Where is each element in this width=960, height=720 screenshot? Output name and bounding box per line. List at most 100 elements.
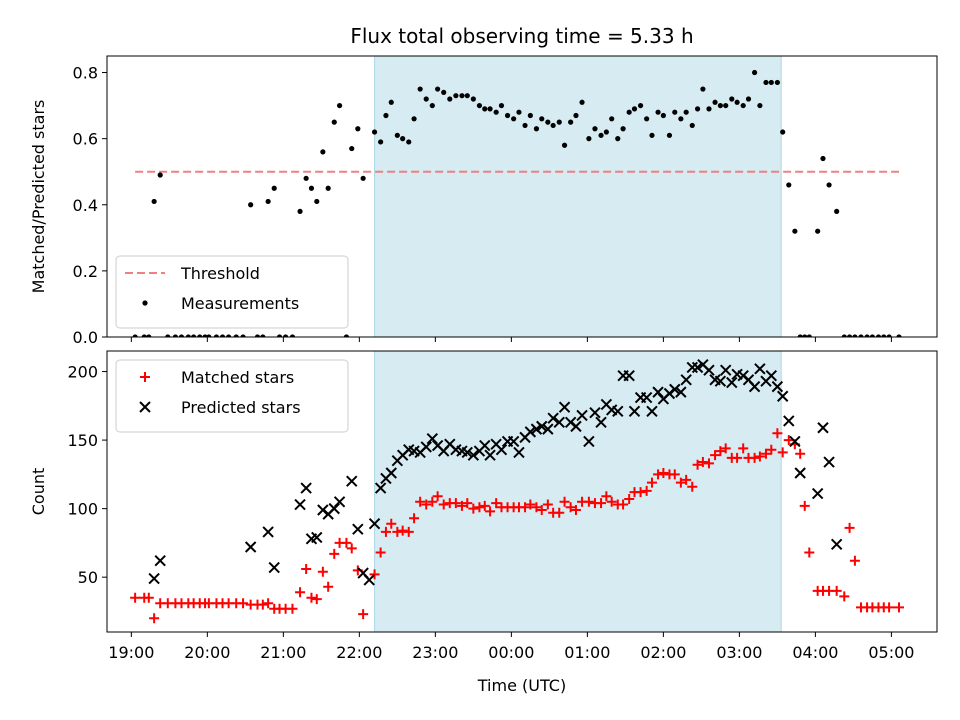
data-point xyxy=(420,441,432,453)
data-point xyxy=(738,443,749,454)
data-point xyxy=(415,496,426,507)
data-point xyxy=(729,96,735,102)
data-point xyxy=(185,334,191,337)
data-point xyxy=(652,386,664,398)
data-point xyxy=(749,452,760,463)
data-point xyxy=(474,502,485,513)
y-tick-label: 50 xyxy=(78,568,98,587)
data-point xyxy=(694,106,701,112)
data-point xyxy=(831,585,842,596)
data-point xyxy=(794,467,806,479)
data-point xyxy=(646,405,658,418)
data-point xyxy=(456,500,467,511)
data-point xyxy=(839,591,850,602)
data-point xyxy=(386,518,397,529)
data-point xyxy=(301,563,312,574)
data-point xyxy=(260,334,266,337)
axes-frame xyxy=(106,55,938,338)
x-tick-label: 02:00 xyxy=(640,643,686,662)
data-point xyxy=(363,574,375,586)
data-point xyxy=(660,112,666,119)
data-point xyxy=(378,139,384,145)
data-point xyxy=(589,406,601,419)
data-point xyxy=(697,457,708,468)
data-point xyxy=(692,459,703,470)
data-point xyxy=(371,129,378,135)
data-point xyxy=(511,116,517,122)
data-point xyxy=(287,603,298,614)
data-point xyxy=(687,481,698,492)
data-point xyxy=(884,602,895,613)
data-point xyxy=(507,435,520,448)
data-point xyxy=(524,426,537,438)
data-point xyxy=(550,122,556,129)
data-point xyxy=(804,547,815,558)
data-point xyxy=(142,300,148,306)
x-tick-label: 20:00 xyxy=(184,643,230,662)
data-point xyxy=(734,99,740,105)
data-point xyxy=(206,334,212,337)
data-point xyxy=(289,334,296,337)
data-point xyxy=(606,496,617,507)
data-point xyxy=(341,537,352,548)
data-point xyxy=(681,474,692,485)
data-point xyxy=(561,142,568,148)
data-point xyxy=(306,592,317,603)
data-point xyxy=(461,446,473,459)
data-point xyxy=(479,439,491,452)
data-point xyxy=(233,334,239,337)
data-point xyxy=(300,482,312,494)
x-tick-label: 23:00 xyxy=(412,643,458,662)
data-point xyxy=(811,487,824,500)
data-point xyxy=(283,334,289,337)
data-point xyxy=(453,93,459,99)
data-point xyxy=(558,401,571,413)
data-point xyxy=(623,369,635,382)
data-point xyxy=(411,116,417,122)
data-point xyxy=(717,102,723,109)
data-point xyxy=(262,526,274,538)
x-tick-label: 22:00 xyxy=(336,643,382,662)
y-tick-label: 0.0 xyxy=(73,328,98,347)
data-point xyxy=(852,334,858,337)
data-point xyxy=(869,334,875,337)
x-tick-label: 19:00 xyxy=(108,643,154,662)
data-point xyxy=(325,185,331,191)
data-point xyxy=(666,132,673,138)
data-point xyxy=(263,598,274,609)
y-tick-label: 0.8 xyxy=(73,64,98,83)
data-point xyxy=(669,469,680,480)
data-point xyxy=(130,592,141,603)
data-point xyxy=(358,609,369,620)
data-point xyxy=(520,502,531,513)
data-point xyxy=(598,132,604,138)
data-point xyxy=(776,390,789,402)
data-point xyxy=(297,208,303,214)
data-point xyxy=(485,506,496,517)
data-point xyxy=(806,334,812,337)
x-tick-label: 03:00 xyxy=(716,643,762,662)
data-point xyxy=(719,364,732,376)
data-point xyxy=(849,555,860,566)
data-point xyxy=(388,99,394,105)
data-point xyxy=(780,129,786,135)
y-tick-label: 0.6 xyxy=(73,130,98,149)
data-point xyxy=(624,494,635,505)
legend: Threshold Measurements xyxy=(115,255,349,329)
data-point xyxy=(248,202,254,208)
data-point xyxy=(536,420,548,433)
x-tick-label: 04:00 xyxy=(792,643,838,662)
data-point xyxy=(346,475,358,487)
data-point xyxy=(504,112,511,119)
data-point xyxy=(303,175,309,181)
legend-label: Matched stars xyxy=(181,368,294,387)
data-point xyxy=(450,498,461,509)
data-point xyxy=(146,334,152,337)
data-point xyxy=(669,383,681,396)
data-point xyxy=(896,334,902,337)
shaded-region xyxy=(374,55,782,338)
data-point xyxy=(403,526,414,537)
data-point xyxy=(583,496,594,507)
data-point xyxy=(352,523,364,535)
